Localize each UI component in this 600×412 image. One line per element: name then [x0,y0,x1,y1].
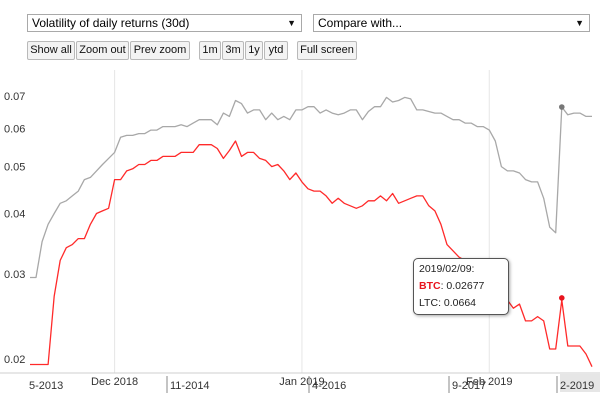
tooltip-ltc-label: LTC [419,297,439,309]
tooltip-btc-value: : 0.02677 [440,280,485,292]
metric-select[interactable]: Volatility of daily returns (30d) ▼ [27,14,302,32]
show-all-button[interactable]: Show all [27,41,75,60]
y-tick-label: 0.07 [4,91,25,103]
highlight-point-ltc [558,104,565,110]
y-tick-label: 0.06 [4,123,25,135]
full-screen-button[interactable]: Full screen [297,41,357,60]
tooltip-btc-label: BTC [419,280,441,292]
y-axis: 0.02 0.03 0.04 0.05 0.06 0.07 [4,91,25,366]
y-tick-label: 0.05 [4,162,25,174]
range-ytd-button[interactable]: ytd [264,41,288,60]
range-3m-button[interactable]: 3m [222,41,244,60]
tooltip-btc-row: BTC: 0.02677 [419,278,508,295]
tooltip-ltc-row: LTC: 0.0664 [419,295,508,312]
tooltip-date: 2019/02/09: [419,263,475,275]
navigator[interactable]: 5-2013 11-2014 4-2016 9-2017 2-2019 [0,372,600,393]
compare-select-value: Compare with... [318,16,403,30]
navigator-label: 9-2017 [452,380,486,392]
navigator-label: 4-2016 [312,380,346,392]
metric-select-value: Volatility of daily returns (30d) [32,16,190,30]
series-line-ltc [30,96,592,279]
x-axis: Dec 2018 Jan 2019 Feb 2019 [91,376,512,388]
range-1m-button[interactable]: 1m [199,41,221,60]
x-tick-label: Feb 2019 [466,376,512,388]
dropdown-arrow-icon: ▼ [575,18,584,28]
chart-tooltip: 2019/02/09: BTC: 0.02677 LTC: 0.0664 [413,258,509,315]
x-tick-label: Dec 2018 [91,376,138,388]
dropdown-arrow-icon: ▼ [287,18,296,28]
x-tick-label: Jan 2019 [279,376,324,388]
navigator-selection [560,374,600,392]
tooltip-ltc-value: : 0.0664 [438,297,477,309]
navigator-label: 5-2013 [29,380,63,392]
y-tick-label: 0.03 [4,269,25,281]
y-tick-label: 0.02 [4,354,25,366]
compare-select[interactable]: Compare with... ▼ [313,14,590,32]
prev-zoom-button[interactable]: Prev zoom [130,41,190,60]
grid [114,70,490,373]
zoom-out-button[interactable]: Zoom out [76,41,129,60]
range-1y-button[interactable]: 1y [245,41,263,60]
navigator-label: 2-2019 [560,380,594,392]
y-tick-label: 0.04 [4,209,25,221]
highlight-point-btc [558,295,565,301]
volatility-chart: 0.02 0.03 0.04 0.05 0.06 0.07 Dec 2018 Jan 201… [0,70,600,393]
navigator-label: 11-2014 [170,380,210,392]
